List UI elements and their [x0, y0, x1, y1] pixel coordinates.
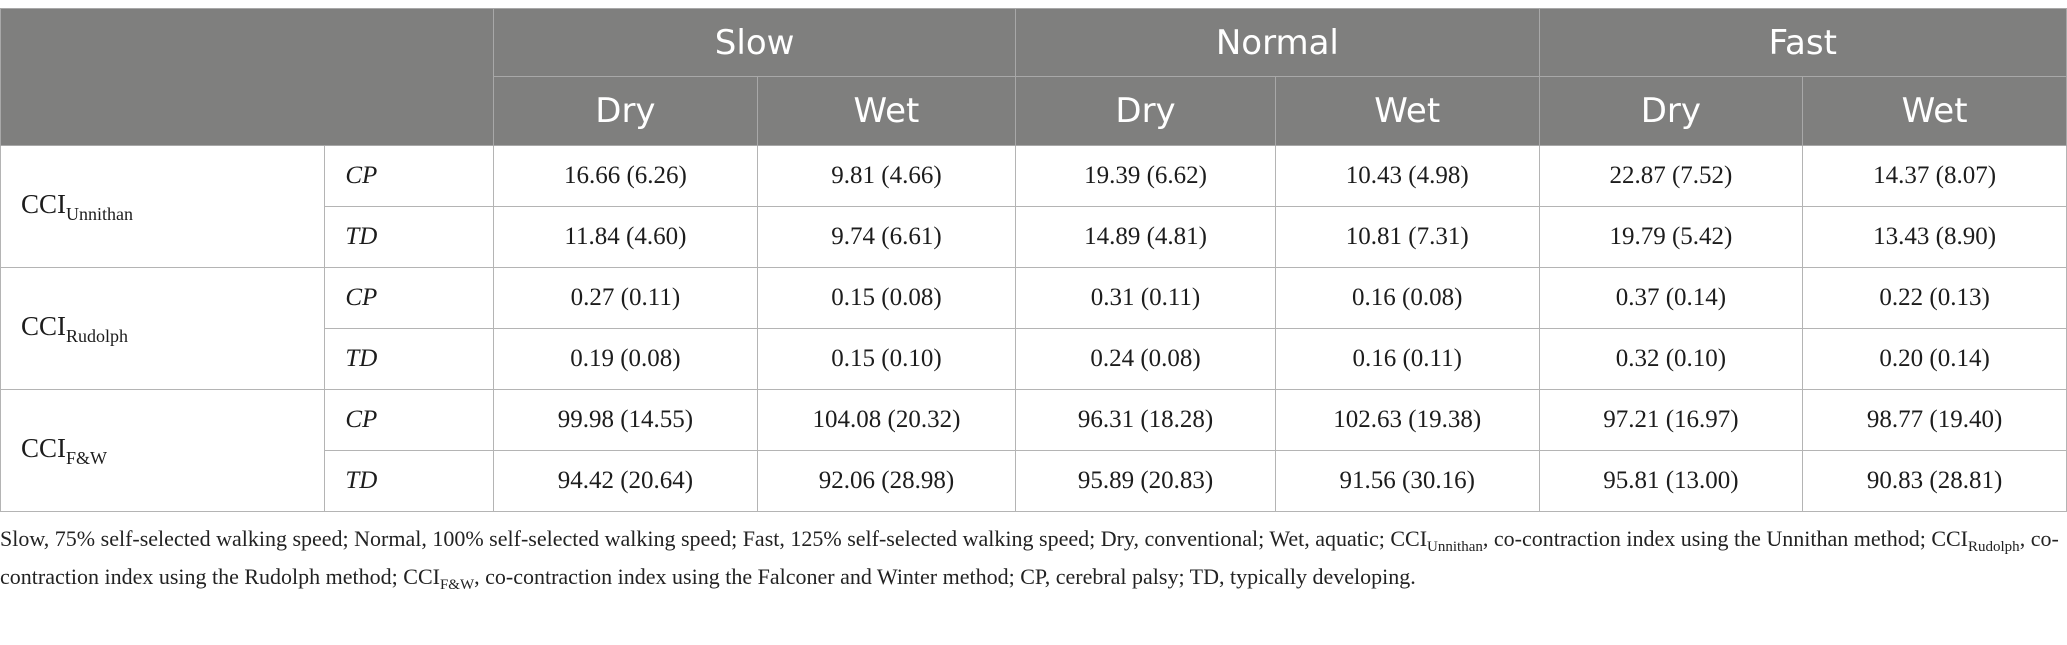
value-cell: 0.15 (0.08) [756, 267, 1017, 329]
value-cell: 16.66 (6.26) [493, 145, 758, 207]
group-label: CP [324, 267, 495, 329]
value-cell: 99.98 (14.55) [493, 389, 758, 451]
table-body: CCIUnnithan CP 16.66 (6.26) 9.81 (4.66) … [0, 145, 2067, 512]
group-label: TD [324, 206, 495, 268]
header-condition: Wet [1802, 76, 2067, 146]
footnote-subscript: F&W [439, 577, 475, 593]
value-cell: 97.21 (16.97) [1538, 389, 1804, 451]
value-cell: 98.77 (19.40) [1802, 389, 2067, 451]
value-cell: 0.16 (0.08) [1274, 267, 1540, 329]
value-cell: 19.39 (6.62) [1015, 145, 1276, 207]
results-table: Slow Normal Fast Dry Wet Dry Wet Dry Wet… [0, 8, 2067, 512]
value-cell: 14.37 (8.07) [1802, 145, 2067, 207]
value-cell: 0.22 (0.13) [1802, 267, 2067, 329]
metric-subscript: F&W [66, 447, 108, 468]
group-label: TD [324, 450, 495, 512]
footnote-subscript: Unnithan [1427, 539, 1483, 555]
condition-header-row: Dry Wet Dry Wet Dry Wet [1, 76, 2067, 146]
value-cell: 19.79 (5.42) [1538, 206, 1804, 268]
value-cell: 91.56 (30.16) [1274, 450, 1540, 512]
table-header: Slow Normal Fast Dry Wet Dry Wet Dry Wet [0, 8, 2067, 146]
value-cell: 95.81 (13.00) [1538, 450, 1804, 512]
metric-subscript: Rudolph [66, 325, 129, 346]
header-corner-cell [0, 8, 495, 146]
header-condition: Dry [1015, 76, 1276, 146]
value-cell: 95.89 (20.83) [1015, 450, 1276, 512]
table-row: TD 94.42 (20.64) 92.06 (28.98) 95.89 (20… [1, 450, 2067, 512]
table-row: TD 11.84 (4.60) 9.74 (6.61) 14.89 (4.81)… [1, 206, 2067, 268]
value-cell: 0.20 (0.14) [1802, 328, 2067, 390]
speed-header-row: Slow Normal Fast [0, 8, 2067, 146]
value-cell: 0.24 (0.08) [1015, 328, 1276, 390]
group-label: TD [324, 328, 495, 390]
metric-base: CCI [21, 310, 67, 341]
value-cell: 11.84 (4.60) [493, 206, 758, 268]
value-cell: 90.83 (28.81) [1802, 450, 2067, 512]
value-cell: 0.31 (0.11) [1015, 267, 1276, 329]
value-cell: 94.42 (20.64) [493, 450, 758, 512]
metric-subscript: Unnithan [66, 203, 134, 224]
header-speed-slow: Slow [493, 8, 1017, 77]
value-cell: 0.37 (0.14) [1538, 267, 1804, 329]
header-condition: Wet [756, 76, 1017, 146]
value-cell: 13.43 (8.90) [1802, 206, 2067, 268]
value-cell: 9.74 (6.61) [756, 206, 1017, 268]
value-cell: 9.81 (4.66) [756, 145, 1017, 207]
value-cell: 96.31 (18.28) [1015, 389, 1276, 451]
value-cell: 0.27 (0.11) [493, 267, 758, 329]
value-cell: 14.89 (4.81) [1015, 206, 1276, 268]
table-row: CCIUnnithan CP 16.66 (6.26) 9.81 (4.66) … [0, 145, 2067, 268]
value-cell: 22.87 (7.52) [1538, 145, 1804, 207]
footnote-text: , co-contraction index using the Rudolph… [0, 526, 2059, 589]
value-cell: 104.08 (20.32) [756, 389, 1017, 451]
footnote-text: Slow, 75% self-selected walking speed; N… [0, 526, 1428, 551]
table-row: CCIRudolph CP 0.27 (0.11) 0.15 (0.08) 0.… [0, 267, 2067, 390]
table-row: CCIF&W CP 99.98 (14.55) 104.08 (20.32) 9… [0, 389, 2067, 512]
value-cell: 0.15 (0.10) [756, 328, 1017, 390]
value-cell: 102.63 (19.38) [1274, 389, 1540, 451]
value-cell: 10.43 (4.98) [1274, 145, 1540, 207]
footnote-text: , co-contraction index using the Unnitha… [1482, 526, 1968, 551]
table-footnote: Slow, 75% self-selected walking speed; N… [0, 524, 2060, 600]
metric-label-rudolph: CCIRudolph [0, 267, 326, 390]
header-condition: Wet [1274, 76, 1540, 146]
metric-base: CCI [21, 188, 67, 219]
value-cell: 0.19 (0.08) [493, 328, 758, 390]
value-cell: 0.32 (0.10) [1538, 328, 1804, 390]
group-label: CP [324, 145, 495, 207]
header-condition: Dry [1538, 76, 1804, 146]
metric-label-unnithan: CCIUnnithan [0, 145, 326, 268]
header-speed-normal: Normal [1015, 8, 1540, 77]
group-label: CP [324, 389, 495, 451]
footnote-text: , co-contraction index using the Falcone… [474, 564, 1416, 589]
value-cell: 10.81 (7.31) [1274, 206, 1540, 268]
value-cell: 92.06 (28.98) [756, 450, 1017, 512]
header-speed-fast: Fast [1538, 8, 2067, 77]
footnote-subscript: Rudolph [1968, 539, 2020, 555]
value-cell: 0.16 (0.11) [1274, 328, 1540, 390]
metric-base: CCI [21, 432, 67, 463]
header-condition: Dry [493, 76, 758, 146]
table-row: TD 0.19 (0.08) 0.15 (0.10) 0.24 (0.08) 0… [1, 328, 2067, 390]
metric-label-fw: CCIF&W [0, 389, 326, 512]
